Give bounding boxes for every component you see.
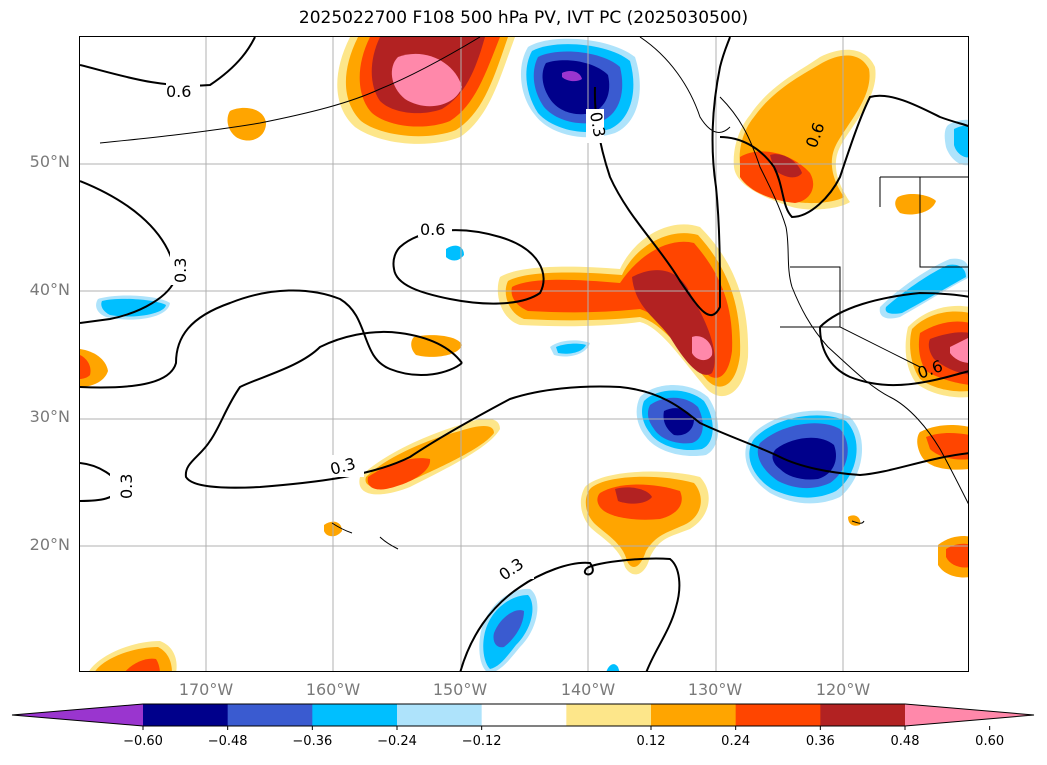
colorbar-segment [820,704,906,726]
contour-label: 0.6 [420,220,445,239]
colorbar-segment [143,704,229,726]
colorbar-segment [566,704,652,726]
colorbar-tick-label: 0.36 [805,734,835,749]
colorbar-segments [11,703,1035,727]
contour-label: 0.3 [117,474,136,499]
lon-label-170w: 170°W [178,680,234,699]
colorbar-ticks [142,726,991,730]
colorbar-tick-label: −0.48 [207,734,248,749]
contour-label: 0.6 [166,82,191,101]
colorbar-tick-label: 0.12 [636,734,666,749]
map-canvas: 0.6 0.3 0.6 0.3 0.3 0.6 0.6 0.3 0.3 [80,37,968,671]
colorbar-tick-label: −0.12 [461,734,502,749]
contour-label: 0.3 [171,258,190,283]
lon-label-120w: 120°W [815,680,871,699]
lon-label-150w: 150°W [432,680,488,699]
colorbar-segment [735,704,821,726]
lat-label-40n: 40°N [29,280,70,299]
coastlines [99,37,968,550]
contour-label: 0.3 [586,110,609,138]
lat-label-20n: 20°N [29,535,70,554]
colorbar-segment [481,704,567,726]
colorbar-segment [312,704,398,726]
lon-label-140w: 140°W [560,680,616,699]
colorbar-extend-high [905,704,1034,726]
colorbar-extend-low [12,704,143,726]
colorbar-tick-label: −0.24 [377,734,417,749]
colorbar-segment [651,704,737,726]
pv-contours [80,37,968,671]
colorbar-segment [397,704,483,726]
colorbar-tick-label: 0.24 [721,734,751,749]
negative-anomaly-fills [96,38,968,671]
colorbar-segment [227,704,313,726]
lon-label-130w: 130°W [687,680,743,699]
lat-label-50n: 50°N [29,152,70,171]
contour-labels: 0.6 0.3 0.6 0.3 0.3 0.6 0.6 0.3 0.3 [110,81,945,584]
lon-label-160w: 160°W [305,680,361,699]
colorbar-tick-label: −0.36 [292,734,333,749]
map-panel: 0.6 0.3 0.6 0.3 0.3 0.6 0.6 0.3 0.3 [79,36,969,672]
lat-label-30n: 30°N [29,407,70,426]
map-title: 2025022700 F108 500 hPa PV, IVT PC (2025… [298,8,749,28]
colorbar-tick-label: 0.60 [975,734,1005,749]
colorbar-tick-label: 0.48 [890,734,920,749]
map-gridlines [80,37,968,671]
colorbar-outline [11,703,1035,727]
colorbar-tick-label: −0.60 [123,734,163,749]
